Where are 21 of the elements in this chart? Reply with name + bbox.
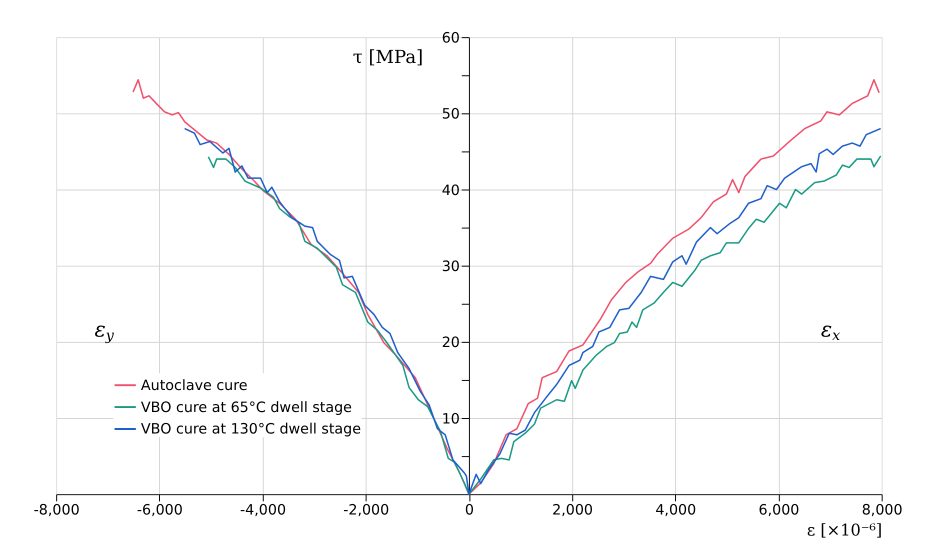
x-axis-title: ε [×10⁻⁶] <box>806 520 882 540</box>
legend-label: VBO cure at 130°C dwell stage <box>140 422 362 438</box>
y-tick-label: 30 <box>442 258 460 275</box>
y-tick-label: 40 <box>442 182 460 199</box>
x-tick-label: -6,000 <box>136 502 183 519</box>
y-tick-label: 20 <box>442 335 460 352</box>
x-tick-label: -4,000 <box>240 502 286 519</box>
x-tick-label: 0 <box>464 502 474 519</box>
y-tick-label: 50 <box>442 106 460 123</box>
legend-label: Autoclave cure <box>140 378 248 394</box>
line-series <box>132 79 880 495</box>
x-tick-label: 6,000 <box>758 502 800 519</box>
x-tick-label: -8,000 <box>34 502 80 519</box>
legend-label: VBO cure at 65°C dwell stage <box>140 400 352 416</box>
y-tick-label: 10 <box>442 411 460 428</box>
y-axis-title: τ [MPa] <box>352 46 424 68</box>
x-tick-label: -2,000 <box>343 502 390 519</box>
x-tick-label: 4,000 <box>655 502 696 519</box>
x-tick-label: 8,000 <box>862 502 903 519</box>
x-tick-label: 2,000 <box>552 502 594 519</box>
y-tick-label: 60 <box>442 30 460 46</box>
